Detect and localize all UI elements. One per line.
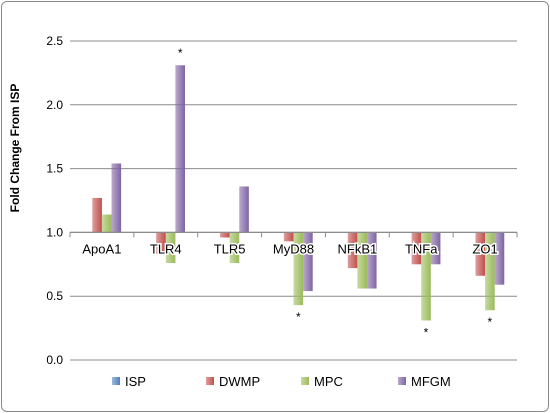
- bar-tnfa-mpc: [421, 232, 431, 321]
- bar-nfkb1-mpc: [357, 232, 367, 289]
- significance-star-tlr4: *: [178, 46, 183, 60]
- legend-swatch-mpc: [301, 377, 309, 385]
- bar-myd88-dwmp: [283, 232, 294, 242]
- significance-star-myd88: *: [296, 310, 301, 324]
- legend-swatch-dwmp: [206, 377, 214, 385]
- bar-tnfa-dwmp: [411, 232, 422, 265]
- legend: ISP DWMP MPC MFGM: [112, 374, 451, 389]
- bar-tlr4-mfgm: [175, 65, 185, 233]
- significance-star-tnfa: *: [424, 325, 429, 339]
- bar-zo1-dwmp: [475, 232, 486, 276]
- bar-apoa1-mfgm: [111, 163, 122, 233]
- x-tick-labels: ApoA1 TLR4 TLR5 MyD88 NFkB1 TNFa ZO1: [81, 240, 499, 258]
- y-axis-label: Fold Change From ISP: [8, 84, 22, 213]
- y-tick-label: 0.5: [46, 289, 63, 303]
- legend-label-mfgm: MFGM: [411, 374, 451, 389]
- significance-markers: * * * *: [178, 46, 493, 339]
- category-label-tlr4: TLR4: [150, 241, 182, 256]
- bar-apoa1-dwmp: [92, 197, 102, 233]
- baseline-axis: [69, 231, 518, 238]
- legend-label-isp: ISP: [125, 374, 146, 389]
- bar-nfkb1-dwmp: [347, 232, 358, 269]
- bars: [82, 65, 505, 321]
- category-label-apoa1: ApoA1: [82, 241, 121, 256]
- bar-zo1-mfgm: [494, 232, 505, 285]
- legend-label-dwmp: DWMP: [219, 374, 260, 389]
- significance-star-zo1: *: [488, 315, 493, 329]
- y-tick-label: 0.0: [46, 353, 63, 367]
- legend-label-mpc: MPC: [314, 374, 343, 389]
- y-tick-label: 2.0: [46, 98, 63, 112]
- bar-tnfa-mfgm: [430, 232, 441, 265]
- bar-nfkb1-mfgm: [366, 232, 377, 289]
- category-label-nfkb1: NFkB1: [337, 241, 377, 256]
- bar-zo1-mpc: [485, 232, 495, 311]
- category-label-tlr5: TLR5: [214, 241, 246, 256]
- gridlines: [70, 40, 517, 361]
- bar-apoa1-mpc: [101, 214, 112, 233]
- bar-tlr5-mfgm: [239, 186, 249, 233]
- bar-tlr4-dwmp: [156, 232, 166, 255]
- y-tick-label: 1.0: [46, 225, 63, 239]
- category-label-zo1: ZO1: [472, 241, 497, 256]
- category-label-myd88: MyD88: [273, 241, 314, 256]
- bar-myd88-mfgm: [303, 232, 313, 292]
- bar-tlr4-mpc: [165, 232, 176, 264]
- bar-tlr5-mpc: [229, 232, 240, 264]
- y-tick-label: 2.5: [46, 34, 63, 48]
- legend-swatch-mfgm: [398, 377, 406, 385]
- bar-tlr5-dwmp: [220, 232, 230, 238]
- y-tick-label: 1.5: [46, 162, 63, 176]
- bar-myd88-mpc: [293, 232, 304, 306]
- y-tick-labels: 0.0 0.5 1.0 1.5 2.0 2.5: [46, 34, 63, 367]
- legend-swatch-isp: [112, 377, 120, 385]
- category-label-tnfa: TNFa: [405, 241, 438, 256]
